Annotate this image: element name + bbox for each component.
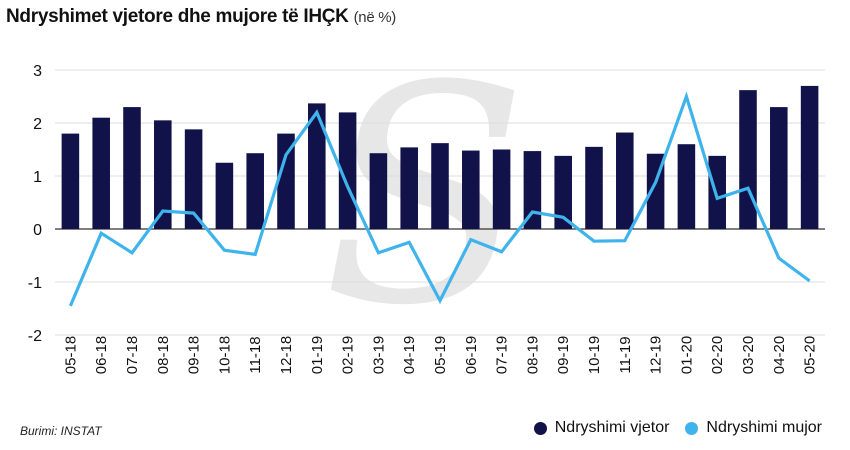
bar-annual-01-20 xyxy=(677,144,696,229)
bar-annual-03-19 xyxy=(369,153,388,229)
x-tick-label: 03-20 xyxy=(740,336,757,374)
x-tick-label: 06-18 xyxy=(93,336,110,374)
x-tick-label: 07-19 xyxy=(494,336,511,374)
chart-title-text: Ndryshimet vjetore dhe mujore të IHÇK xyxy=(6,6,349,27)
x-tick-label: 10-19 xyxy=(586,336,603,374)
bar-annual-06-19 xyxy=(462,150,480,229)
y-axis: -2 -1 0 1 2 3 xyxy=(28,63,42,345)
y-tick-label: 2 xyxy=(33,116,42,133)
x-tick-label: 10-18 xyxy=(216,336,233,374)
legend: Ndryshimi vjetor Ndryshimi mujor xyxy=(518,419,822,437)
x-tick-label: 01-19 xyxy=(309,336,326,374)
bar-annual-07-19 xyxy=(492,149,511,229)
y-tick-label: -1 xyxy=(28,275,42,292)
bar-annual-10-19 xyxy=(585,146,603,229)
x-tick-label: 01-20 xyxy=(678,336,695,374)
x-tick-label: 09-18 xyxy=(186,336,203,374)
y-tick-label: 0 xyxy=(33,222,42,239)
legend-item-monthly: Ndryshimi mujor xyxy=(685,419,822,437)
bar-annual-07-18 xyxy=(123,107,141,229)
legend-marker-annual xyxy=(533,421,547,435)
bar-annual-11-18 xyxy=(246,153,264,229)
y-tick-label: 3 xyxy=(33,63,42,80)
bar-annual-10-18 xyxy=(215,162,234,229)
x-tick-label: 09-19 xyxy=(555,336,572,374)
x-tick-label: 04-20 xyxy=(771,336,788,374)
bar-annual-08-18 xyxy=(154,120,172,229)
x-tick-label: 12-18 xyxy=(278,336,295,374)
x-tick-label: 12-19 xyxy=(648,336,665,374)
bar-annual-03-20 xyxy=(739,90,757,229)
x-tick-label: 08-19 xyxy=(524,336,541,374)
legend-label-annual: Ndryshimi vjetor xyxy=(554,419,670,436)
chart-title: Ndryshimet vjetore dhe mujore të IHÇK (n… xyxy=(6,6,396,28)
x-tick-label: 06-19 xyxy=(463,336,480,374)
source-note: Burimi: INSTAT xyxy=(20,424,102,438)
x-tick-label: 05-20 xyxy=(802,336,819,374)
x-tick-label: 02-20 xyxy=(709,336,726,374)
x-tick-label: 02-19 xyxy=(340,336,357,374)
y-tick-label: 1 xyxy=(33,169,42,186)
x-tick-label: 03-19 xyxy=(370,336,387,374)
x-tick-label: 05-18 xyxy=(62,336,79,374)
bar-annual-06-18 xyxy=(92,117,110,229)
bar-annual-05-19 xyxy=(431,143,449,229)
line-series xyxy=(68,91,811,307)
bar-annual-08-19 xyxy=(523,151,542,229)
bar-annual-05-20 xyxy=(800,85,819,230)
x-tick-label: 04-19 xyxy=(401,336,418,374)
bar-annual-02-20 xyxy=(708,155,726,229)
x-tick-label: 11-18 xyxy=(247,336,264,373)
legend-item-annual: Ndryshimi vjetor xyxy=(533,419,670,437)
y-tick-label: -2 xyxy=(28,328,42,345)
x-tick-label: 05-19 xyxy=(432,336,449,374)
x-axis: 05-18 06-18 07-18 08-18 09-18 10-18 11-18 12-18… xyxy=(62,336,818,374)
bar-annual-11-19 xyxy=(616,132,634,229)
bar-annual-01-19 xyxy=(308,103,326,229)
legend-marker-monthly xyxy=(685,421,699,435)
bar-annual-05-18 xyxy=(61,133,80,229)
bar-annual-04-19 xyxy=(400,147,418,229)
bar-annual-04-20 xyxy=(770,107,788,229)
x-tick-label: 11-19 xyxy=(617,336,634,373)
bar-annual-12-18 xyxy=(277,133,295,229)
chart-title-unit: (në %) xyxy=(353,9,397,26)
x-tick-label: 08-18 xyxy=(155,336,172,374)
x-tick-label: 07-18 xyxy=(124,336,141,374)
bar-annual-09-18 xyxy=(184,129,203,229)
bar-annual-02-19 xyxy=(338,112,357,229)
bar-annual-09-19 xyxy=(554,155,572,229)
legend-label-monthly: Ndryshimi mujor xyxy=(706,419,822,436)
